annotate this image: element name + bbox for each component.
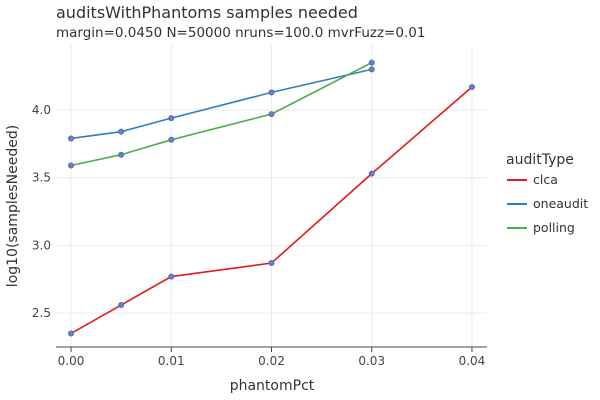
data-point-polling [368, 59, 375, 66]
legend-title: auditType [506, 152, 574, 168]
y-tick-label: 3.5 [32, 171, 51, 185]
data-point-clca [368, 170, 375, 177]
data-point-oneaudit [268, 89, 275, 96]
data-point-oneaudit [368, 66, 375, 73]
data-point-clca [118, 302, 125, 309]
data-point-clca [68, 330, 75, 337]
y-tick-label: 3.0 [32, 238, 51, 252]
axes: 0.00 0.01 0.02 0.03 0.04 2.5 3.0 3.5 4.0 [32, 103, 487, 368]
legend-label-clca: clca [533, 172, 558, 187]
data-points [68, 59, 475, 337]
x-tick-label: 0.00 [58, 354, 85, 368]
y-axis-label: log10(samplesNeeded) [5, 125, 21, 287]
x-tick-label: 0.04 [459, 354, 486, 368]
data-point-oneaudit [68, 135, 75, 142]
series-line-oneaudit [70, 68, 372, 140]
x-tick-label: 0.01 [158, 354, 185, 368]
data-point-clca [168, 273, 175, 280]
chart-subtitle: margin=0.0450 N=50000 nruns=100.0 mvrFuz… [56, 25, 425, 41]
x-tick-label: 0.03 [358, 354, 385, 368]
data-point-oneaudit [118, 128, 125, 135]
x-tick-label: 0.02 [258, 354, 285, 368]
legend-label-polling: polling [533, 220, 575, 235]
x-axis-label: phantomPct [230, 378, 315, 394]
data-point-clca [468, 83, 475, 90]
data-point-oneaudit [168, 115, 175, 122]
legend: auditType clca oneaudit polling [506, 152, 588, 235]
data-point-polling [268, 111, 275, 118]
data-point-polling [168, 136, 175, 143]
data-point-clca [268, 260, 275, 267]
chart-title: auditsWithPhantoms samples needed [56, 3, 358, 22]
series-line-polling [70, 61, 373, 167]
series-line-clca [70, 86, 473, 335]
data-point-polling [68, 162, 75, 169]
data-point-polling [118, 151, 125, 158]
legend-label-oneaudit: oneaudit [533, 196, 588, 211]
y-tick-label: 4.0 [32, 103, 51, 117]
y-tick-label: 2.5 [32, 306, 51, 320]
